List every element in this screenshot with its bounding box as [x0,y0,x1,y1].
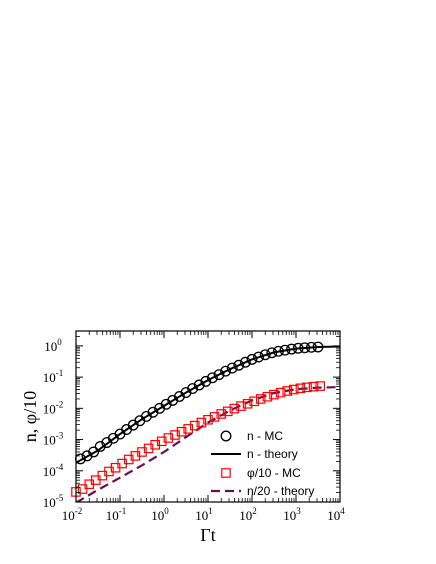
data-point-circle [305,341,317,353]
data-point-square [282,386,293,396]
data-point-circle [220,365,232,377]
y-axis-title: n, φ/10 [20,391,40,442]
data-point-circle [246,353,258,365]
data-point-square [242,398,253,409]
y-tick-label: 10-5 [43,493,64,510]
data-point-square [249,396,259,407]
data-point-square [150,439,161,450]
data-point-circle [253,351,265,363]
data-point-square [176,426,187,437]
data-point-circle [272,345,284,357]
data-point-circle [233,359,245,371]
data-point-square [170,430,180,440]
series-line-3 [76,385,340,502]
x-tick-label: 103 [283,506,301,523]
data-point-square [183,424,194,434]
y-tick-label: 10-3 [43,431,64,448]
data-point-square [216,409,227,419]
data-point-square [156,436,167,447]
data-point-circle [187,383,199,395]
legend-marker-square [221,468,231,478]
data-point-square [236,401,246,411]
x-tick-label: 102 [239,506,257,523]
data-point-square [229,403,240,414]
x-tick-label: 101 [195,506,213,523]
data-point-circle [213,369,225,381]
x-axis: 10-2 10-1 100 101 102 103 104 [62,331,345,523]
data-point-circle [200,375,212,387]
data-point-square [315,381,326,391]
data-point-circle [286,343,298,355]
y-tick-label: 100 [44,337,62,354]
y-tick-label: 10-4 [43,462,64,479]
data-point-circle [193,379,205,391]
data-point-square [223,406,233,417]
data-point-square [275,387,286,398]
legend-label: n/20 - theory [247,484,314,498]
data-point-circle [292,342,304,354]
legend-label: n - MC [247,429,283,443]
series-layer [71,341,340,502]
data-point-square [308,381,319,392]
data-point-circle [206,372,218,384]
data-point-circle [239,356,251,368]
x-tick-label: 104 [327,506,345,523]
legend: n - MC n - theory φ/10 - MC n/20 - theory [211,429,314,498]
data-point-square [196,417,207,428]
data-point-square [163,433,174,443]
data-point-circle [226,362,238,374]
data-point-square [288,384,299,395]
data-point-circle [279,344,291,356]
data-point-circle [312,341,324,353]
data-point-circle [266,347,278,359]
series-line-1 [76,345,340,464]
legend-label: n - theory [247,447,298,461]
data-point-square [302,382,312,393]
data-point-circle [259,349,271,361]
x-axis-title: Γt [200,525,215,545]
y-tick-label: 10-2 [43,399,64,416]
data-point-square [255,394,266,404]
data-point-circle [299,342,311,354]
data-point-square [209,412,220,422]
data-point-circle [88,446,100,458]
data-point-square [295,383,306,394]
legend-marker-circle [220,430,232,442]
data-point-square [262,391,273,402]
data-point-square [203,414,213,425]
x-tick-label: 10-2 [62,506,83,523]
x-tick-label: 10-1 [106,506,127,523]
y-axis: 10-5 10-4 10-3 10-2 10-1 100 [43,330,340,510]
y-tick-label: 10-1 [43,368,64,385]
data-point-square [137,447,147,457]
x-tick-label: 100 [151,506,169,523]
legend-label: φ/10 - MC [247,466,301,480]
data-point-square [269,389,279,400]
data-point-square [189,420,200,431]
